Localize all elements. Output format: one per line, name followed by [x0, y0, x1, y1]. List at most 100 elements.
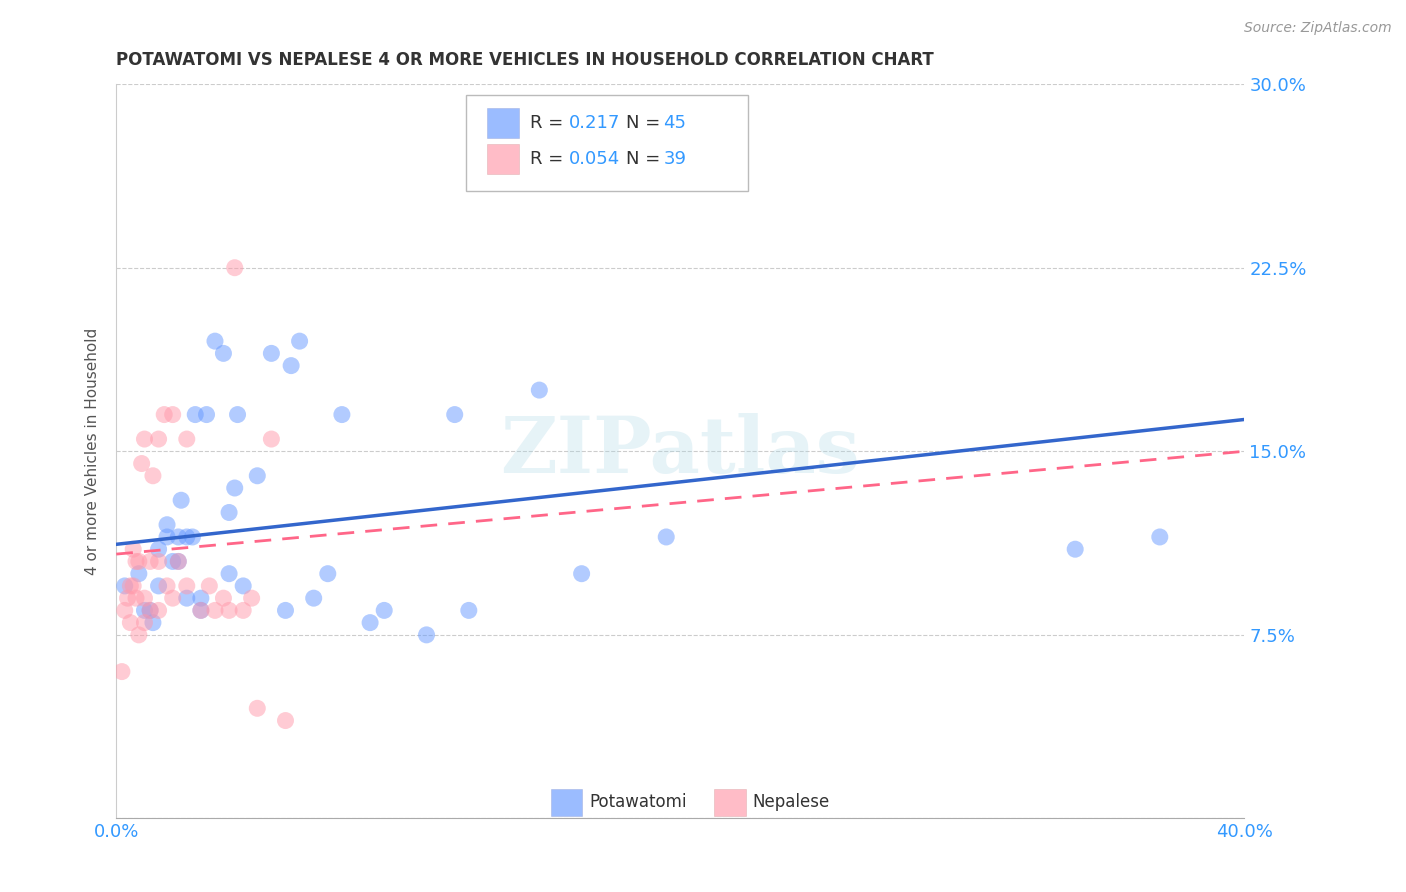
Point [212, 591, 235, 606]
FancyBboxPatch shape [714, 789, 745, 815]
Text: ZIPatlas: ZIPatlas [501, 413, 860, 490]
Y-axis label: 4 or more Vehicles in Household: 4 or more Vehicles in Household [86, 327, 100, 575]
Point [162, 591, 184, 606]
Point [139, 603, 162, 617]
Point [167, 530, 190, 544]
Point [148, 554, 170, 568]
Point [162, 408, 184, 422]
Text: 39: 39 [664, 150, 686, 168]
Point [240, 591, 263, 606]
Text: Source: ZipAtlas.com: Source: ZipAtlas.com [1244, 21, 1392, 35]
Point [280, 359, 302, 373]
Point [443, 408, 465, 422]
Point [156, 517, 179, 532]
Point [260, 346, 283, 360]
Point [1149, 530, 1171, 544]
Point [122, 579, 145, 593]
Point [148, 603, 170, 617]
Point [232, 579, 254, 593]
Point [148, 542, 170, 557]
Point [226, 408, 249, 422]
Point [181, 530, 204, 544]
Point [167, 554, 190, 568]
Point [122, 542, 145, 557]
Point [156, 530, 179, 544]
Point [139, 554, 162, 568]
FancyBboxPatch shape [465, 95, 748, 191]
Point [373, 603, 395, 617]
Text: R =: R = [530, 114, 569, 132]
Point [218, 506, 240, 520]
Point [131, 457, 153, 471]
Point [212, 346, 235, 360]
Point [224, 481, 246, 495]
Point [655, 530, 678, 544]
Point [134, 432, 156, 446]
Text: Potawatomi: Potawatomi [589, 793, 686, 812]
Point [139, 603, 162, 617]
Point [125, 591, 148, 606]
Point [128, 628, 150, 642]
Point [359, 615, 381, 630]
Point [128, 554, 150, 568]
Point [153, 408, 176, 422]
Point [156, 579, 179, 593]
Point [274, 714, 297, 728]
Point [274, 603, 297, 617]
Point [148, 579, 170, 593]
Text: Nepalese: Nepalese [752, 793, 830, 812]
Point [184, 408, 207, 422]
Point [571, 566, 593, 581]
Point [148, 432, 170, 446]
Point [176, 591, 198, 606]
Point [195, 408, 218, 422]
Point [218, 566, 240, 581]
Point [176, 530, 198, 544]
Point [415, 628, 437, 642]
Point [330, 408, 353, 422]
Point [190, 603, 212, 617]
Point [260, 432, 283, 446]
Text: 45: 45 [664, 114, 686, 132]
Point [111, 665, 134, 679]
Point [176, 432, 198, 446]
Text: R =: R = [530, 150, 569, 168]
Point [134, 615, 156, 630]
FancyBboxPatch shape [488, 108, 519, 137]
Text: POTAWATOMI VS NEPALESE 4 OR MORE VEHICLES IN HOUSEHOLD CORRELATION CHART: POTAWATOMI VS NEPALESE 4 OR MORE VEHICLE… [117, 51, 934, 69]
Point [176, 579, 198, 593]
Point [316, 566, 339, 581]
Point [224, 260, 246, 275]
Point [302, 591, 325, 606]
Point [204, 334, 226, 348]
Point [134, 603, 156, 617]
Point [162, 554, 184, 568]
Point [120, 615, 142, 630]
Point [204, 603, 226, 617]
Point [114, 579, 136, 593]
Point [128, 566, 150, 581]
Point [232, 603, 254, 617]
Point [246, 468, 269, 483]
Point [190, 603, 212, 617]
Point [218, 603, 240, 617]
Point [120, 579, 142, 593]
Point [288, 334, 311, 348]
Point [134, 591, 156, 606]
Point [167, 554, 190, 568]
Point [170, 493, 193, 508]
Point [1064, 542, 1087, 557]
FancyBboxPatch shape [551, 789, 582, 815]
Point [117, 591, 139, 606]
Text: 0.217: 0.217 [568, 114, 620, 132]
Point [457, 603, 479, 617]
Point [190, 591, 212, 606]
Point [198, 579, 221, 593]
Text: 0.054: 0.054 [568, 150, 620, 168]
FancyBboxPatch shape [488, 145, 519, 174]
Point [529, 383, 551, 397]
Point [142, 615, 165, 630]
Text: N =: N = [626, 114, 666, 132]
Text: N =: N = [626, 150, 666, 168]
Point [246, 701, 269, 715]
